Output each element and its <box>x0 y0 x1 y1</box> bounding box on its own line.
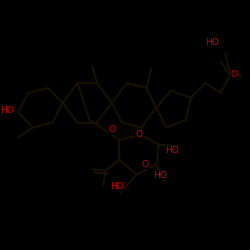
Text: O: O <box>142 160 149 169</box>
Text: HO: HO <box>0 106 14 115</box>
Text: O: O <box>108 126 116 134</box>
Text: O: O <box>230 70 237 79</box>
Text: HO: HO <box>166 146 179 156</box>
Text: HO: HO <box>110 182 124 191</box>
Text: HO: HO <box>205 38 219 47</box>
Text: O: O <box>136 130 142 139</box>
Text: HO: HO <box>153 171 167 180</box>
